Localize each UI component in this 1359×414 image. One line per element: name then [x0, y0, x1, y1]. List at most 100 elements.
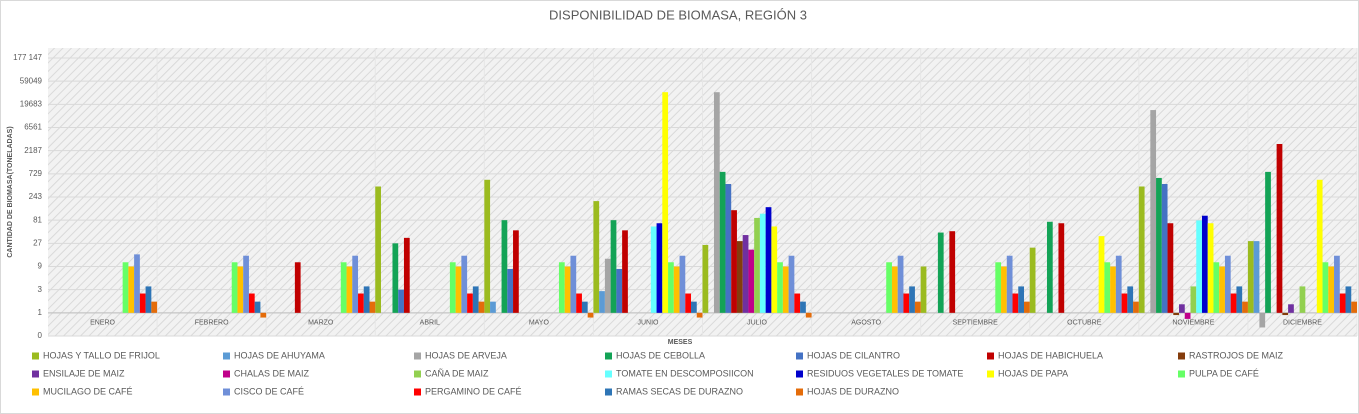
legend-swatch — [605, 388, 612, 396]
bar — [122, 262, 129, 313]
bar — [731, 210, 737, 313]
bar — [501, 220, 508, 313]
legend-swatch — [223, 352, 230, 360]
legend-label: HOJAS DE CEBOLLA — [616, 350, 705, 360]
bar — [1345, 286, 1352, 313]
bar — [346, 266, 353, 313]
bar — [1156, 177, 1162, 313]
bar — [564, 266, 571, 313]
bar — [449, 262, 456, 313]
legend-label: RAMAS SECAS DE DURAZNO — [616, 386, 743, 396]
bar — [369, 301, 376, 313]
x-tick-label: FEBRERO — [195, 320, 229, 327]
bar — [903, 293, 910, 313]
bar — [1024, 301, 1030, 313]
bar — [616, 268, 623, 313]
bar — [507, 268, 514, 313]
x-tick-label: NOVIEMBRE — [1172, 320, 1214, 327]
bar — [1328, 266, 1335, 313]
bar — [662, 92, 669, 313]
bar — [1179, 304, 1185, 313]
bar — [254, 301, 261, 313]
bar — [725, 184, 732, 313]
bar — [1276, 144, 1283, 313]
bar — [1224, 255, 1231, 313]
legend-swatch — [987, 352, 994, 360]
bar — [937, 232, 944, 313]
legend-label: PERGAMINO DE CAFÉ — [425, 386, 522, 396]
legend-label: CISCO DE CAFÉ — [234, 386, 304, 396]
bar — [1299, 286, 1306, 313]
y-axis-label: CANTIDAD DE BIOMASA(TONELADAS) — [7, 126, 14, 257]
x-tick-label: OCTUBRE — [1067, 320, 1102, 327]
bar — [995, 262, 1002, 313]
bar — [1213, 262, 1220, 313]
bar — [650, 226, 657, 313]
bar — [581, 301, 588, 313]
bar — [513, 230, 519, 313]
bar — [679, 255, 686, 313]
legend-swatch — [796, 388, 803, 396]
legend-swatch — [414, 388, 421, 396]
bar — [478, 301, 485, 313]
bar — [656, 223, 663, 313]
bar — [392, 243, 399, 313]
legend-label: HOJAS DE ARVEJA — [425, 350, 507, 360]
bar — [800, 301, 806, 313]
chart-title: DISPONIBILIDAD DE BIOMASA, REGIÓN 3 — [549, 7, 807, 22]
bar — [237, 266, 244, 313]
y-tick-label: 27 — [33, 238, 42, 247]
x-tick-label: SEPTIEMBRE — [953, 320, 998, 327]
bar — [467, 293, 473, 313]
bar — [294, 262, 301, 313]
bar — [363, 286, 370, 313]
legend-label: PULPA DE CAFÉ — [1189, 368, 1259, 378]
bar — [1282, 312, 1289, 316]
bar — [742, 235, 749, 313]
bar — [1207, 223, 1214, 313]
bar — [909, 286, 915, 313]
bar — [455, 266, 462, 313]
legend-swatch — [414, 352, 421, 360]
bar — [1173, 312, 1180, 316]
bar — [794, 293, 801, 313]
x-tick-label: JUNIO — [637, 320, 659, 327]
legend-label: HOJAS DE HABICHUELA — [998, 350, 1103, 360]
bar — [949, 231, 956, 313]
bar — [1127, 286, 1134, 313]
bar — [243, 255, 249, 313]
y-tick-label: 9 — [38, 262, 43, 271]
bar — [604, 258, 611, 313]
legend-swatch — [223, 370, 230, 378]
y-tick-label: 0 — [38, 331, 43, 340]
bar — [398, 289, 404, 313]
bar — [128, 266, 135, 313]
bar — [765, 207, 772, 313]
bar — [1201, 215, 1208, 313]
bar — [358, 293, 364, 313]
y-tick-label: 729 — [29, 169, 43, 178]
bar — [1133, 301, 1139, 313]
bar — [719, 171, 726, 313]
bar — [593, 201, 600, 313]
bar — [1351, 301, 1357, 313]
bar — [691, 301, 697, 313]
bar — [1006, 255, 1013, 313]
legend-swatch — [223, 388, 230, 396]
bar — [576, 293, 582, 313]
x-tick-label: MARZO — [308, 320, 334, 327]
x-tick-label: DICIEMBRE — [1283, 320, 1322, 327]
legend-label: HOJAS Y TALLO DE FRIJOL — [43, 350, 160, 360]
bar — [231, 262, 238, 313]
bar — [685, 293, 692, 313]
bar — [1288, 304, 1294, 313]
bar — [673, 266, 680, 313]
y-tick-label: 1 — [38, 308, 43, 317]
bar — [754, 217, 760, 313]
legend-label: RESIDUOS VEGETALES DE TOMATE — [807, 368, 963, 378]
bar — [1098, 236, 1105, 313]
y-tick-label: 3 — [38, 285, 43, 294]
bar — [1242, 301, 1248, 313]
legend-swatch — [605, 370, 612, 378]
